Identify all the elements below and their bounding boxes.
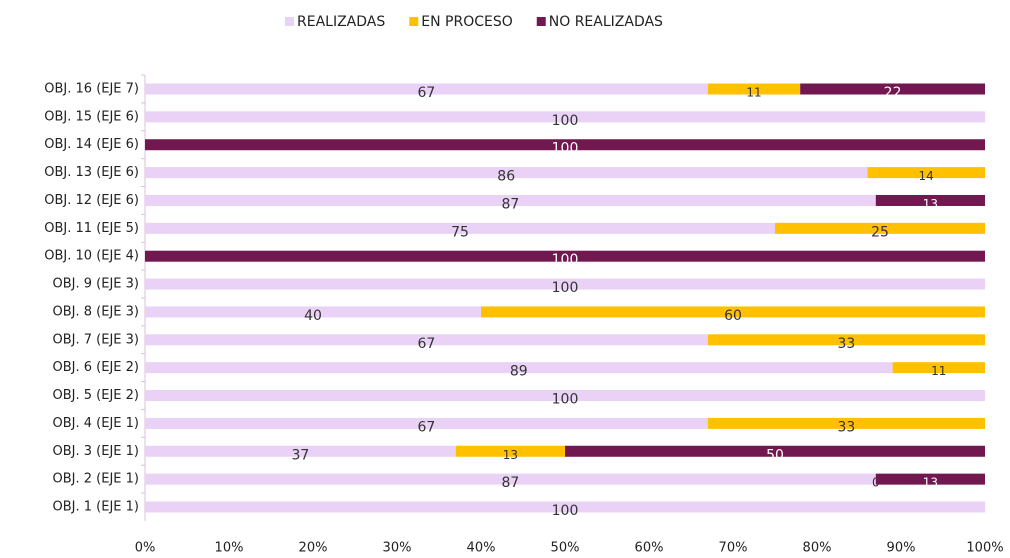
data-label: 11 xyxy=(746,86,761,100)
x-tick-label: 90% xyxy=(887,541,916,556)
data-label: 100 xyxy=(552,503,579,519)
bar-segment xyxy=(145,501,985,513)
y-tick-label: OBJ. 4 (EJE 1) xyxy=(53,416,139,431)
data-label: 100 xyxy=(552,392,579,408)
bar-segment xyxy=(145,278,985,290)
bar-segment xyxy=(145,194,876,206)
data-label: 86 xyxy=(497,169,515,185)
y-tick-label: OBJ. 15 (EJE 6) xyxy=(44,109,139,124)
x-tick-label: 20% xyxy=(299,541,328,556)
data-label: 13 xyxy=(923,476,938,490)
x-tick-label: 50% xyxy=(551,541,580,556)
y-tick-label: OBJ. 14 (EJE 6) xyxy=(44,137,139,152)
data-label: 100 xyxy=(552,280,579,296)
data-label: 75 xyxy=(451,224,469,240)
bar-segment xyxy=(145,83,708,95)
x-tick-label: 70% xyxy=(719,541,748,556)
y-tick-label: OBJ. 16 (EJE 7) xyxy=(44,82,139,97)
legend-label: REALIZADAS xyxy=(297,14,385,30)
legend-swatch xyxy=(409,17,419,26)
y-tick-label: OBJ. 10 (EJE 4) xyxy=(44,249,139,264)
bar-segment xyxy=(455,445,565,457)
data-label: 87 xyxy=(501,196,519,212)
data-label: 100 xyxy=(552,252,579,268)
legend-label: NO REALIZADAS xyxy=(549,14,663,30)
data-label: 89 xyxy=(510,364,528,380)
x-tick-label: 30% xyxy=(383,541,412,556)
data-label: 25 xyxy=(871,224,889,240)
x-tick-label: 0% xyxy=(135,541,156,556)
y-tick-label: OBJ. 13 (EJE 6) xyxy=(44,165,139,180)
data-label: 100 xyxy=(552,113,579,129)
y-tick-label: OBJ. 1 (EJE 1) xyxy=(53,500,139,515)
data-label: 67 xyxy=(417,85,435,101)
data-label: 22 xyxy=(884,85,902,101)
y-tick-label: OBJ. 7 (EJE 3) xyxy=(53,332,139,347)
x-tick-label: 60% xyxy=(635,541,664,556)
bar-segment xyxy=(875,194,985,206)
y-tick-label: OBJ. 11 (EJE 5) xyxy=(44,221,139,236)
bar-segment xyxy=(145,473,876,485)
y-tick-label: OBJ. 2 (EJE 1) xyxy=(53,472,139,487)
bar-segment xyxy=(145,139,985,151)
x-tick-label: 10% xyxy=(215,541,244,556)
data-label: 33 xyxy=(837,419,855,435)
x-tick-label: 40% xyxy=(467,541,496,556)
bar-segment xyxy=(145,250,985,262)
bar-segment xyxy=(481,306,985,318)
bar-segment xyxy=(707,83,801,95)
data-label: 13 xyxy=(923,197,938,211)
bar-segment xyxy=(145,362,893,374)
data-label: 13 xyxy=(503,448,518,462)
bar-segment xyxy=(707,334,985,346)
bar-segment xyxy=(145,111,985,123)
bar-segment xyxy=(145,306,481,318)
data-label: 40 xyxy=(304,308,322,324)
bar-segment xyxy=(145,167,868,179)
x-tick-label: 100% xyxy=(966,541,1003,556)
bar-segment xyxy=(145,334,708,346)
data-label: 67 xyxy=(417,336,435,352)
data-label: 37 xyxy=(291,447,309,463)
data-label: 67 xyxy=(417,419,435,435)
data-label: 11 xyxy=(931,364,946,378)
legend-swatch xyxy=(285,17,294,26)
y-tick-label: OBJ. 9 (EJE 3) xyxy=(53,277,139,292)
x-tick-label: 80% xyxy=(803,541,832,556)
bar-segment xyxy=(775,222,985,234)
bar-segment xyxy=(145,222,775,234)
data-label: 100 xyxy=(552,141,579,157)
y-tick-label: OBJ. 3 (EJE 1) xyxy=(53,444,139,459)
data-label: 50 xyxy=(766,447,784,463)
legend-label: EN PROCESO xyxy=(421,14,513,30)
y-tick-label: OBJ. 8 (EJE 3) xyxy=(53,304,139,319)
data-label: 14 xyxy=(919,169,934,183)
bar-segment xyxy=(145,417,708,429)
bar-segment xyxy=(145,445,456,457)
bar-segment xyxy=(800,83,985,95)
data-label: 33 xyxy=(837,336,855,352)
bar-segment xyxy=(867,167,985,179)
y-tick-label: OBJ. 5 (EJE 2) xyxy=(53,388,139,403)
y-tick-label: OBJ. 6 (EJE 2) xyxy=(53,360,139,375)
bar-segment xyxy=(892,362,985,374)
bar-segment xyxy=(565,445,985,457)
legend-swatch xyxy=(536,17,546,26)
bar-segment xyxy=(875,473,985,485)
data-label: 87 xyxy=(501,475,519,491)
data-label: 60 xyxy=(724,308,742,324)
y-tick-label: OBJ. 12 (EJE 6) xyxy=(44,193,139,208)
bar-segment xyxy=(707,417,985,429)
bar-segment xyxy=(145,390,985,402)
